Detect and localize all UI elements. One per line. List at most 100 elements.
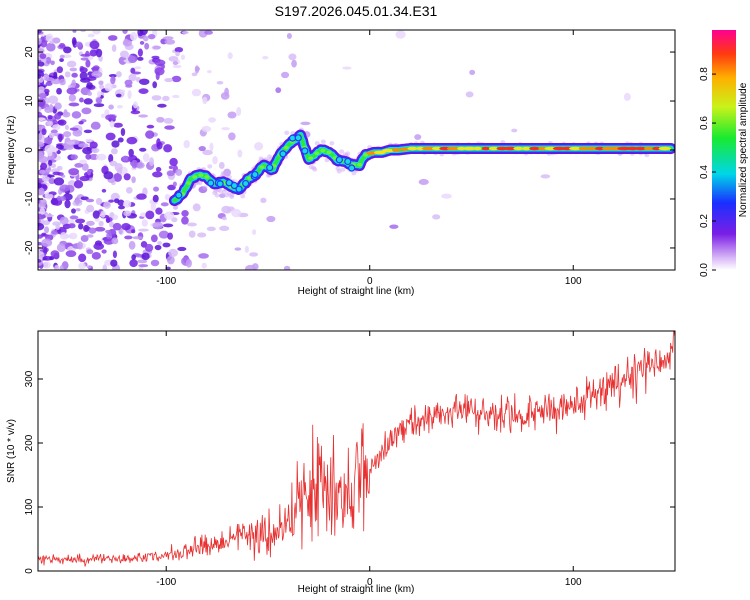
heatmap-noise-cell bbox=[136, 193, 147, 200]
heatmap-haze-cell bbox=[173, 205, 179, 210]
heatmap-noise-cell bbox=[86, 220, 95, 226]
heatmap-noise-cell bbox=[91, 252, 101, 260]
heatmap-ridge-peak bbox=[652, 146, 662, 151]
heatmap-ridge-peak bbox=[488, 146, 499, 151]
heatmap-ridge-peak bbox=[314, 151, 320, 156]
heatmap-noise-cell bbox=[132, 71, 141, 75]
heatmap-noise-cell bbox=[40, 162, 48, 171]
heatmap-noise-cell bbox=[95, 97, 103, 104]
heatmap-noise-cell bbox=[83, 129, 93, 134]
heatmap-noise-cell bbox=[122, 39, 132, 47]
heatmap-noise-cell bbox=[104, 83, 113, 92]
heatmap-haze-cell bbox=[197, 180, 203, 186]
heatmap-noise-cell bbox=[80, 57, 89, 61]
heatmap-noise-cell bbox=[164, 39, 176, 45]
heatmap-noise-cell bbox=[44, 144, 56, 154]
heatmap-noise-cell bbox=[163, 144, 173, 153]
heatmap-ridge-blob bbox=[288, 134, 297, 142]
heatmap-noise-cell bbox=[86, 204, 95, 213]
heatmap-noise-cell bbox=[234, 247, 242, 251]
heatmap-noise-cell bbox=[218, 161, 225, 170]
heatmap-noise-cell bbox=[123, 200, 132, 208]
heatmap-noise-cell bbox=[52, 37, 61, 44]
colorbar-tick-label: 0.4 bbox=[699, 165, 710, 179]
heatmap-noise-cell bbox=[275, 87, 282, 94]
heatmap-ridge-blob bbox=[335, 156, 343, 164]
heatmap-noise-cell bbox=[111, 44, 117, 52]
heatmap-noise-cell bbox=[59, 54, 65, 59]
heatmap-noise-cell bbox=[64, 124, 69, 130]
heatmap-noise-cell bbox=[156, 138, 161, 147]
colorbar: 0.0 0.2 0.4 0.6 0.8 Normalized spectral ampl… bbox=[699, 30, 749, 277]
heatmap-noise-cell bbox=[38, 48, 45, 55]
heatmap-noise-cell bbox=[172, 64, 182, 69]
heatmap-noise-cell bbox=[49, 40, 54, 44]
heatmap-noise-cell bbox=[168, 248, 178, 258]
heatmap-noise-cell bbox=[38, 133, 43, 141]
heatmap-noise-cell bbox=[45, 56, 52, 64]
heatmap-ridge-blob bbox=[279, 150, 287, 158]
heatmap-noise-cell bbox=[95, 197, 103, 205]
heatmap-ridge-peak bbox=[529, 146, 540, 151]
heatmap-noise-cell bbox=[132, 236, 144, 240]
heatmap-noise-cell bbox=[198, 145, 206, 152]
heatmap-noise-cell bbox=[283, 265, 291, 270]
heatmap-noise-cell bbox=[139, 147, 147, 152]
heatmap-noise-cell bbox=[42, 220, 50, 226]
heatmap-noise-cell bbox=[38, 125, 42, 131]
heatmap-noise-cell bbox=[105, 132, 116, 141]
heatmap-noise-cell bbox=[123, 210, 132, 217]
figure-title: S197.2026.045.01.34.E31 bbox=[275, 3, 438, 19]
heatmap-noise-cell bbox=[152, 221, 164, 230]
heatmap-noise-cell bbox=[157, 241, 162, 245]
heatmap-noise-cell bbox=[95, 153, 107, 161]
heatmap-noise-cell bbox=[101, 188, 107, 193]
heatmap-noise-cell bbox=[53, 71, 58, 78]
heatmap-noise-cell bbox=[145, 130, 155, 139]
heatmap-noise-cell bbox=[201, 125, 212, 132]
heatmap-ridge-peak bbox=[320, 148, 326, 153]
heatmap-noise-cell bbox=[64, 199, 71, 209]
heatmap-noise-cell bbox=[85, 153, 92, 160]
heatmap-noise-cell bbox=[54, 264, 60, 270]
heatmap-ridge-blob bbox=[301, 147, 309, 155]
heatmap-ridge-blob bbox=[348, 164, 356, 172]
heatmap-x-tick-label: 100 bbox=[565, 276, 582, 287]
heatmap-noise-cell bbox=[192, 203, 201, 212]
heatmap-ridge-peak bbox=[473, 146, 482, 151]
heatmap-noise-cell bbox=[469, 69, 476, 76]
heatmap-ridge-peak bbox=[198, 173, 204, 177]
heatmap-noise-cell bbox=[187, 222, 197, 227]
heatmap-ridge-blob bbox=[175, 191, 183, 199]
heatmap-noise-cell bbox=[108, 199, 114, 203]
heatmap-noise-cell bbox=[38, 117, 46, 122]
heatmap-ridge-peak bbox=[259, 165, 265, 169]
heatmap-noise-cell bbox=[57, 120, 65, 125]
heatmap-noise-cell bbox=[63, 46, 72, 54]
heatmap-noise-cell bbox=[53, 177, 65, 186]
heatmap-noise-cell bbox=[623, 92, 631, 101]
heatmap-noise-cell bbox=[103, 171, 114, 180]
heatmap-noise-cell bbox=[112, 214, 119, 220]
heatmap-noise-cell bbox=[201, 262, 207, 269]
heatmap-noise-cell bbox=[89, 153, 99, 160]
heatmap-noise-cell bbox=[48, 160, 53, 166]
heatmap-noise-cell bbox=[64, 71, 71, 78]
heatmap-noise-cell bbox=[123, 173, 131, 181]
heatmap-noise-cell bbox=[166, 255, 175, 265]
heatmap-noise-cell bbox=[46, 120, 54, 127]
heatmap-noise-cell bbox=[128, 73, 137, 82]
heatmap-noise-cell bbox=[122, 155, 129, 162]
heatmap-noise-cell bbox=[141, 219, 148, 227]
heatmap-noise-cell bbox=[174, 47, 184, 53]
heatmap-noise-cell bbox=[77, 241, 83, 250]
heatmap-noise-cell bbox=[38, 30, 42, 34]
heatmap-noise-cell bbox=[39, 207, 45, 215]
heatmap-noise-cell bbox=[414, 134, 422, 140]
heatmap-noise-cell bbox=[124, 235, 133, 240]
heatmap-noise-cell bbox=[54, 113, 62, 120]
heatmap-noise-cell bbox=[219, 193, 226, 199]
heatmap-noise-cell bbox=[92, 210, 100, 219]
